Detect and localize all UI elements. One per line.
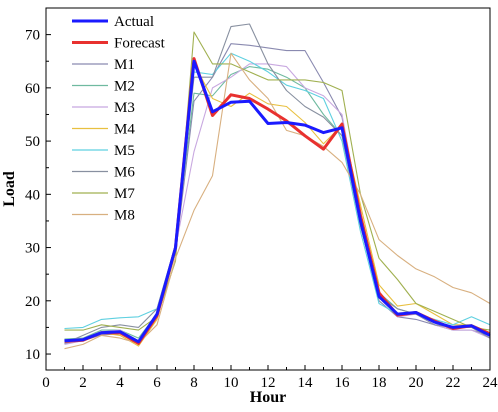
legend-label-forecast: Forecast [114,36,166,52]
y-tick-label: 20 [25,294,40,310]
y-tick-label: 60 [25,81,40,97]
legend-label-m5: M5 [114,143,135,159]
legend-label-m4: M4 [114,122,135,138]
y-tick-label: 30 [25,241,40,257]
legend-label-m3: M3 [114,100,135,116]
legend-label-m2: M2 [114,79,135,95]
x-tick-label: 8 [190,375,198,391]
legend-label-m8: M8 [114,208,135,224]
x-tick-label: 14 [298,375,314,391]
legend-label-m6: M6 [114,165,135,181]
legend-label-actual: Actual [114,14,154,30]
x-tick-label: 2 [79,375,87,391]
y-axis-label: Load [1,171,18,207]
x-tick-label: 6 [153,375,161,391]
x-tick-label: 18 [372,375,387,391]
x-tick-label: 0 [42,375,50,391]
x-tick-label: 24 [483,375,498,391]
x-tick-label: 22 [446,375,461,391]
legend: Actual Forecast M1 M2 M3 M4 M5 M6 M7 M8 [72,14,166,224]
y-tick-label: 50 [25,134,40,150]
y-tick-label: 70 [25,28,40,44]
x-axis-label: Hour [250,389,286,406]
x-tick-label: 20 [409,375,424,391]
y-tick-label: 40 [25,187,40,203]
x-tick-label: 4 [116,375,124,391]
x-tick-label: 10 [224,375,239,391]
y-tick-label: 10 [25,347,40,363]
legend-label-m7: M7 [114,186,135,202]
legend-label-m1: M1 [114,57,135,73]
y-axis: 10 20 30 40 50 60 70 [25,28,51,363]
x-tick-label: 16 [335,375,351,391]
